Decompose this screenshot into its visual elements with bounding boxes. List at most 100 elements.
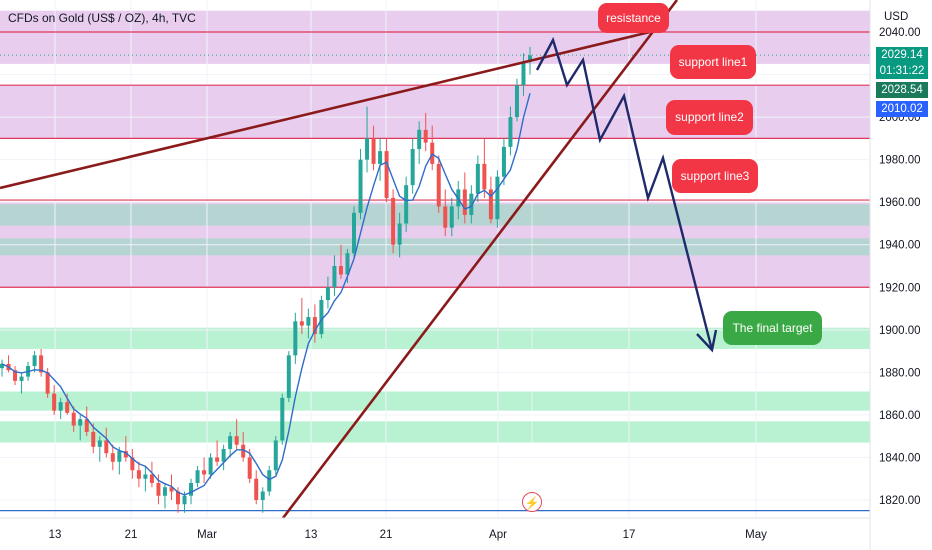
candle-body[interactable] (378, 151, 383, 164)
candle-body[interactable] (430, 142, 435, 164)
candle-body[interactable] (365, 138, 370, 160)
candle-body[interactable] (97, 440, 102, 447)
support-line2-label[interactable]: support line2 (666, 100, 753, 135)
candle-body[interactable] (19, 376, 24, 381)
candle-body[interactable] (117, 451, 122, 462)
candle-body[interactable] (299, 321, 304, 326)
zone-green-5[interactable] (0, 327, 870, 349)
symbol-title[interactable]: CFDs on Gold (US$ / OZ), 4h, TVC (8, 11, 196, 25)
candle-body[interactable] (130, 457, 135, 471)
candle-body[interactable] (123, 451, 128, 458)
resistance-label[interactable]: resistance (598, 3, 669, 33)
zone-teal-4[interactable] (0, 238, 870, 256)
candle-body[interactable] (241, 444, 246, 458)
candle-body[interactable] (358, 159, 363, 213)
candle-body[interactable] (78, 419, 83, 426)
candle-body[interactable] (397, 223, 402, 245)
candle-body[interactable] (332, 266, 337, 288)
candle-body[interactable] (267, 470, 272, 492)
candle-body[interactable] (391, 197, 396, 245)
candle-body[interactable] (143, 474, 148, 479)
candle-body[interactable] (110, 453, 115, 462)
x-tick-label: May (745, 529, 767, 541)
final-target-label[interactable]: The final target (723, 311, 822, 345)
candles-layer[interactable] (0, 46, 532, 513)
candle-body[interactable] (352, 212, 356, 254)
candle-body[interactable] (162, 487, 167, 496)
candle-body[interactable] (338, 266, 343, 275)
candle-body[interactable] (273, 440, 278, 471)
candle-body[interactable] (234, 436, 239, 445)
support-line3-label[interactable]: support line3 (672, 159, 758, 193)
candle-body[interactable] (247, 457, 252, 479)
candle-body[interactable] (482, 163, 487, 190)
candle-body[interactable] (189, 482, 194, 496)
candle-body[interactable] (423, 129, 428, 143)
zone-teal-3[interactable] (0, 204, 870, 226)
candle-body[interactable] (293, 321, 298, 356)
y-tick-label: 1860.00 (879, 410, 921, 422)
candle-body[interactable] (52, 393, 57, 411)
candle-body[interactable] (371, 138, 376, 164)
candle-body[interactable] (169, 487, 174, 492)
candle-body[interactable] (58, 402, 63, 411)
candle-body[interactable] (91, 431, 96, 447)
forecast-arrow-path[interactable] (535, 36, 714, 351)
candle-body[interactable] (215, 457, 220, 462)
candle-body[interactable] (488, 189, 493, 220)
candle-body[interactable] (136, 470, 141, 479)
candle-body[interactable] (469, 193, 474, 215)
x-tick-label: 21 (125, 529, 138, 541)
candle-body[interactable] (528, 55, 532, 62)
candle-body[interactable] (254, 478, 259, 500)
candle-body[interactable] (325, 287, 330, 301)
candle-body[interactable] (306, 317, 311, 326)
zone-green-6[interactable] (0, 391, 870, 411)
candle-body[interactable] (202, 470, 207, 475)
candle-body[interactable] (475, 163, 480, 194)
candle-body[interactable] (156, 482, 161, 496)
candle-body[interactable] (176, 491, 180, 505)
zone-green-7[interactable] (0, 421, 870, 443)
candle-body[interactable] (39, 355, 44, 373)
candle-body[interactable] (260, 491, 265, 500)
candle-body[interactable] (404, 185, 409, 224)
price-axis[interactable]: 1820.00 1840.00 1860.00 1880.00 1900.00 1920.… (879, 27, 921, 507)
candle-body[interactable] (286, 355, 291, 398)
candle-body[interactable] (182, 495, 187, 505)
lightning-icon[interactable]: ⚡ (522, 492, 542, 512)
candle-body[interactable] (280, 397, 285, 441)
candle-body[interactable] (195, 470, 200, 483)
candle-body[interactable] (319, 300, 324, 335)
candle-body[interactable] (495, 176, 500, 220)
candle-body[interactable] (436, 163, 441, 207)
time-axis[interactable]: 13 21 Mar 13 21 Apr 17 May (49, 529, 768, 541)
candle-body[interactable] (71, 412, 76, 426)
support-trendline[interactable] (281, 0, 679, 519)
candle-body[interactable] (508, 117, 513, 147)
candle-body[interactable] (65, 402, 70, 413)
candle-body[interactable] (32, 355, 37, 366)
resistance-trendline[interactable] (0, 30, 651, 190)
candle-body[interactable] (345, 253, 350, 275)
candle-body[interactable] (221, 448, 226, 462)
support-line1-label[interactable]: support line1 (670, 45, 756, 79)
candle-body[interactable] (514, 85, 519, 118)
candle-body[interactable] (521, 61, 526, 86)
candle-body[interactable] (410, 149, 415, 186)
candle-body[interactable] (384, 151, 389, 198)
candle-body[interactable] (45, 372, 50, 394)
candle-body[interactable] (149, 474, 154, 483)
candle-body[interactable] (443, 206, 448, 228)
candle-body[interactable] (84, 419, 89, 432)
candle-body[interactable] (501, 146, 506, 177)
candle-body[interactable] (13, 370, 18, 381)
candle-body[interactable] (449, 206, 454, 228)
candle-body[interactable] (0, 363, 4, 369)
candle-body[interactable] (462, 189, 467, 215)
candle-body[interactable] (312, 317, 317, 335)
candle-body[interactable] (417, 129, 422, 149)
candle-body[interactable] (104, 440, 109, 454)
candle-body[interactable] (228, 436, 233, 449)
candle-body[interactable] (208, 457, 213, 475)
